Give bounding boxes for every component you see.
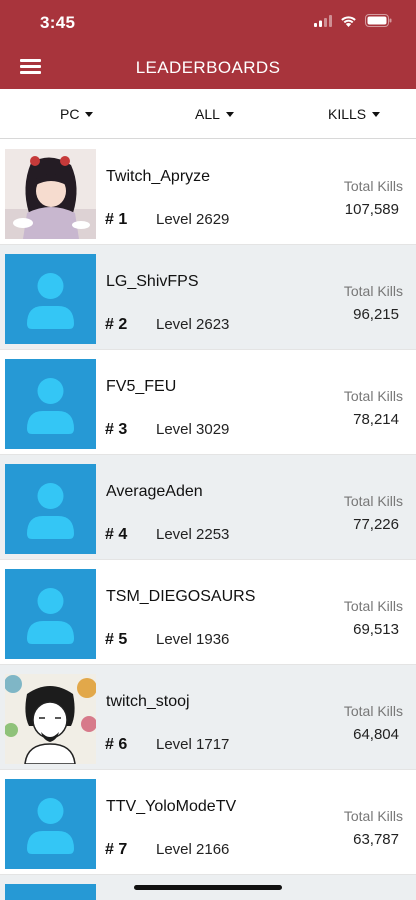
player-name: twitch_stooj: [106, 693, 190, 710]
stat-filter-dropdown[interactable]: KILLS: [328, 106, 381, 122]
avatar-sketch-image: [5, 674, 96, 764]
status-bar: 3:45: [0, 0, 416, 44]
leaderboard-row[interactable]: twitch_stooj # 6 Level 1717 Total Kills …: [0, 665, 416, 770]
player-level: Level 2623: [156, 316, 230, 333]
home-indicator[interactable]: [134, 885, 282, 890]
default-user-avatar-icon: [5, 464, 96, 554]
caret-down-icon: [372, 111, 381, 117]
player-rank: # 4: [105, 526, 128, 543]
page-title: LEADERBOARDS: [135, 58, 281, 77]
leaderboard-row[interactable]: LG_ShivFPS # 2 Level 2623 Total Kills 96…: [0, 245, 416, 350]
player-level: Level 1936: [156, 631, 230, 648]
total-kills-value: 64,804: [353, 726, 399, 743]
player-rank: # 7: [105, 841, 128, 858]
total-kills-value: 63,787: [353, 831, 399, 848]
status-time: 3:45: [40, 13, 76, 32]
default-user-avatar-icon: [5, 254, 96, 344]
caret-down-icon: [225, 111, 234, 117]
player-level: Level 3029: [156, 421, 230, 438]
filter-bar: PC ALL KILLS: [0, 89, 416, 139]
player-level: Level 2629: [156, 211, 230, 228]
player-name: Twitch_Apryze: [106, 168, 211, 185]
wifi-icon: [341, 15, 356, 27]
player-rank: # 6: [105, 736, 128, 753]
player-rank: # 1: [105, 211, 128, 228]
app-bar: LEADERBOARDS: [0, 44, 416, 89]
default-user-avatar-icon: [5, 569, 96, 659]
signal-icon: [314, 14, 332, 27]
total-kills-label: Total Kills: [343, 703, 403, 719]
player-level: Level 2166: [156, 841, 230, 858]
player-level: Level 2253: [156, 526, 230, 543]
total-kills-value: 77,226: [353, 516, 399, 533]
player-name: FV5_FEU: [106, 378, 177, 395]
total-kills-label: Total Kills: [343, 178, 403, 194]
total-kills-label: Total Kills: [343, 283, 403, 299]
player-level: Level 1717: [156, 736, 230, 753]
default-user-avatar-icon: [5, 779, 96, 869]
total-kills-label: Total Kills: [343, 598, 403, 614]
mode-filter-dropdown[interactable]: ALL: [195, 106, 234, 122]
player-name: TSM_DIEGOSAURS: [106, 588, 256, 605]
mode-filter-label: ALL: [195, 106, 220, 122]
leaderboard-row[interactable]: Twitch_Apryze # 1 Level 2629 Total Kills…: [0, 140, 416, 245]
total-kills-value: 78,214: [353, 411, 399, 428]
player-rank: # 3: [105, 421, 128, 438]
leaderboard-list: Twitch_Apryze # 1 Level 2629 Total Kills…: [0, 140, 416, 900]
total-kills-label: Total Kills: [343, 493, 403, 509]
default-user-avatar-icon: [5, 884, 96, 900]
total-kills-value: 69,513: [353, 621, 399, 638]
leaderboard-row[interactable]: AverageAden # 4 Level 2253 Total Kills 7…: [0, 455, 416, 560]
battery-icon: [365, 14, 392, 27]
platform-filter-label: PC: [60, 106, 80, 122]
platform-filter-dropdown[interactable]: PC: [60, 106, 94, 122]
hamburger-menu-icon[interactable]: [20, 57, 42, 75]
total-kills-value: 107,589: [344, 201, 399, 218]
avatar-anime-image: [5, 149, 96, 239]
leaderboard-row[interactable]: FV5_FEU # 3 Level 3029 Total Kills 78,21…: [0, 350, 416, 455]
player-name: LG_ShivFPS: [106, 273, 199, 290]
player-rank: # 2: [105, 316, 128, 333]
default-user-avatar-icon: [5, 359, 96, 449]
player-rank: # 5: [105, 631, 128, 648]
total-kills-label: Total Kills: [343, 808, 403, 824]
leaderboard-row[interactable]: TSM_DIEGOSAURS # 5 Level 1936 Total Kill…: [0, 560, 416, 665]
total-kills-value: 96,215: [353, 306, 399, 323]
caret-down-icon: [85, 111, 94, 117]
player-name: TTV_YoloModeTV: [106, 798, 237, 815]
stat-filter-label: KILLS: [328, 106, 367, 122]
status-icons: [314, 14, 392, 27]
total-kills-label: Total Kills: [343, 388, 403, 404]
leaderboard-row[interactable]: TTV_YoloModeTV # 7 Level 2166 Total Kill…: [0, 770, 416, 875]
player-name: AverageAden: [106, 483, 203, 500]
